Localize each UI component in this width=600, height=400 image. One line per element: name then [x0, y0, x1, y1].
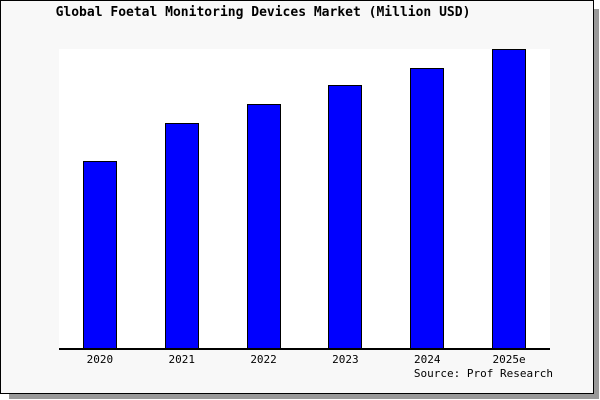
bar-slot-2024	[386, 49, 468, 348]
chart-figure: Global Foetal Monitoring Devices Market …	[0, 0, 594, 394]
chart-title: Global Foetal Monitoring Devices Market …	[55, 5, 471, 20]
x-axis-tick-labels: 2020 2021 2022 2023 2024 2025e	[59, 353, 550, 366]
bar-slot-2022	[223, 49, 305, 348]
bar-slot-2021	[141, 49, 223, 348]
bar-2023	[328, 85, 363, 348]
x-tick-label-2023: 2023	[332, 353, 359, 366]
bars-container	[59, 49, 550, 348]
bar-slot-2020	[59, 49, 141, 348]
x-tick-label-2021: 2021	[168, 353, 195, 366]
bar-2025e	[492, 49, 527, 348]
bar-2024	[410, 67, 445, 348]
x-tick-label-2020: 2020	[86, 353, 114, 366]
bar-2022	[246, 104, 281, 348]
bar-2021	[164, 123, 199, 348]
x-tick-label-2025e: 2025e	[492, 353, 526, 366]
bar-slot-2025e	[468, 49, 550, 348]
source-credit: Source: Prof Research	[413, 367, 553, 380]
x-tick-label-2022: 2022	[250, 353, 277, 366]
x-tick-label-2024: 2024	[413, 353, 441, 366]
plot-area	[59, 49, 550, 350]
bar-2020	[82, 160, 117, 348]
bar-slot-2023	[304, 49, 386, 348]
